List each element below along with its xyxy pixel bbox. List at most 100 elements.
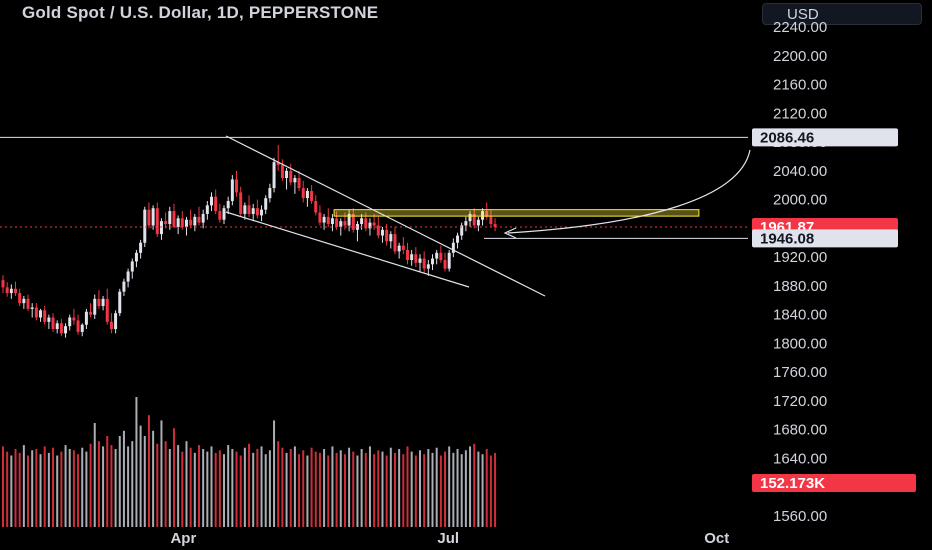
candle[interactable] — [226, 196, 230, 214]
candle[interactable] — [422, 251, 426, 273]
candle[interactable] — [355, 221, 359, 242]
candle[interactable] — [389, 231, 393, 249]
candle[interactable] — [251, 203, 255, 222]
candle[interactable] — [401, 236, 405, 255]
candle[interactable] — [272, 157, 276, 193]
candle[interactable] — [47, 314, 51, 330]
candle[interactable] — [326, 208, 330, 227]
candle[interactable] — [143, 206, 147, 248]
candle[interactable] — [210, 192, 213, 212]
candle[interactable] — [101, 295, 105, 311]
candle[interactable] — [118, 288, 122, 317]
candle[interactable] — [314, 195, 318, 216]
candle[interactable] — [176, 215, 180, 235]
candle[interactable] — [93, 294, 97, 319]
trendline[interactable] — [225, 211, 470, 288]
candle[interactable] — [84, 308, 88, 330]
candle[interactable] — [310, 185, 314, 204]
candle[interactable] — [39, 308, 43, 322]
candle[interactable] — [197, 206, 201, 226]
candle[interactable] — [147, 202, 151, 229]
candle[interactable] — [260, 205, 264, 222]
candle[interactable] — [264, 195, 268, 214]
candle[interactable] — [155, 202, 159, 237]
candle[interactable] — [184, 216, 188, 236]
candle[interactable] — [134, 249, 138, 268]
candle[interactable] — [285, 167, 289, 190]
candle[interactable] — [235, 170, 239, 197]
candle[interactable] — [343, 212, 347, 230]
candle[interactable] — [297, 170, 301, 191]
candle[interactable] — [293, 175, 297, 194]
candle[interactable] — [9, 284, 13, 299]
candle[interactable] — [5, 282, 9, 297]
candle[interactable] — [385, 224, 389, 246]
candle[interactable] — [168, 206, 172, 230]
candle[interactable] — [172, 203, 176, 229]
candle[interactable] — [431, 254, 435, 271]
candle[interactable] — [151, 205, 155, 230]
candle[interactable] — [105, 288, 109, 325]
candle[interactable] — [476, 216, 480, 232]
candle[interactable] — [230, 175, 234, 206]
candle[interactable] — [464, 216, 468, 232]
candle[interactable] — [193, 213, 197, 232]
candle[interactable] — [222, 205, 226, 225]
candle[interactable] — [64, 323, 68, 338]
candle[interactable] — [347, 209, 351, 232]
candle[interactable] — [351, 208, 355, 233]
candle[interactable] — [255, 199, 259, 219]
candle[interactable] — [243, 202, 247, 220]
candle[interactable] — [122, 278, 126, 296]
candle[interactable] — [368, 218, 372, 236]
candle[interactable] — [180, 211, 184, 230]
candle[interactable] — [34, 303, 38, 321]
candle[interactable] — [456, 232, 460, 249]
candle[interactable] — [26, 294, 30, 312]
candle[interactable] — [109, 313, 113, 334]
candle[interactable] — [330, 213, 334, 232]
candle[interactable] — [414, 247, 418, 268]
candle[interactable] — [72, 308, 76, 325]
candle[interactable] — [439, 245, 443, 263]
candle[interactable] — [489, 209, 493, 227]
candle[interactable] — [80, 323, 84, 337]
candle[interactable] — [280, 159, 284, 181]
candle[interactable] — [201, 209, 205, 229]
candle[interactable] — [376, 216, 380, 239]
candle[interactable] — [472, 208, 476, 229]
candle[interactable] — [205, 201, 209, 220]
candle[interactable] — [460, 222, 464, 240]
candle[interactable] — [276, 144, 280, 171]
candle[interactable] — [405, 242, 409, 265]
candle[interactable] — [443, 252, 447, 272]
candle[interactable] — [318, 205, 322, 226]
candle[interactable] — [435, 249, 439, 265]
candle[interactable] — [247, 195, 251, 217]
candle[interactable] — [418, 254, 422, 272]
candle[interactable] — [301, 180, 305, 203]
candle[interactable] — [159, 218, 163, 240]
candle[interactable] — [305, 188, 309, 207]
candle[interactable] — [43, 306, 47, 325]
resistance-zone[interactable] — [333, 209, 700, 217]
candle[interactable] — [97, 290, 101, 309]
candle[interactable] — [393, 226, 397, 255]
candle[interactable] — [218, 203, 222, 223]
candle[interactable] — [51, 313, 55, 332]
candle[interactable] — [468, 211, 472, 227]
candle[interactable] — [397, 242, 401, 259]
candle[interactable] — [447, 249, 451, 272]
candle[interactable] — [55, 320, 59, 334]
candle[interactable] — [14, 281, 18, 296]
candle[interactable] — [1, 275, 5, 294]
candle[interactable] — [30, 303, 34, 318]
candle[interactable] — [322, 213, 326, 230]
candle[interactable] — [239, 186, 243, 217]
candle[interactable] — [493, 218, 497, 232]
candle[interactable] — [481, 208, 485, 226]
candle[interactable] — [59, 318, 63, 337]
candle[interactable] — [126, 268, 130, 288]
candle[interactable] — [426, 259, 430, 276]
